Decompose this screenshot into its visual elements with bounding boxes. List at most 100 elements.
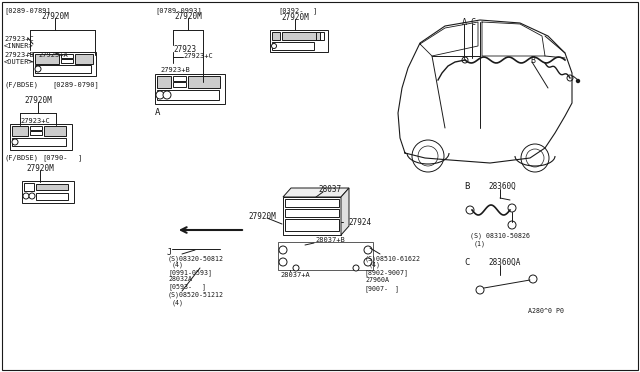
Text: 27920M: 27920M (174, 12, 202, 21)
Bar (272, 42, 314, 50)
Text: J: J (167, 248, 172, 257)
Text: 27923+B: 27923+B (160, 67, 189, 73)
Text: 28037: 28037 (318, 185, 341, 194)
Text: (1): (1) (474, 240, 486, 247)
Bar (12, 126, 28, 136)
Text: A280^0 P0: A280^0 P0 (528, 308, 564, 314)
Circle shape (163, 91, 171, 99)
Text: (S) 08310-50826: (S) 08310-50826 (470, 232, 530, 238)
Text: [0790-: [0790- (42, 154, 67, 161)
Bar (157, 90, 219, 100)
Bar (173, 82, 186, 87)
Circle shape (364, 246, 372, 254)
Text: C: C (464, 258, 469, 267)
Bar (61, 59, 73, 63)
Bar (285, 199, 339, 207)
Bar (173, 76, 186, 81)
Text: 27923+C: 27923+C (4, 36, 34, 42)
Bar (316, 32, 324, 40)
Text: (S)08320-50812: (S)08320-50812 (168, 255, 224, 262)
Text: B: B (464, 182, 469, 191)
Text: (S)08520-51212: (S)08520-51212 (168, 292, 224, 298)
Bar (278, 242, 373, 270)
Bar (10, 124, 72, 150)
Text: 27923+A: 27923+A (38, 52, 68, 58)
Text: [9007-: [9007- (365, 285, 389, 292)
Bar (285, 209, 339, 217)
Text: [0593-: [0593- (168, 283, 192, 290)
Text: [0789-0993]: [0789-0993] (155, 7, 202, 14)
Text: 28360QA: 28360QA (488, 258, 520, 267)
Circle shape (364, 258, 372, 266)
Circle shape (23, 193, 29, 199)
Circle shape (29, 193, 35, 199)
Text: 27923: 27923 (173, 45, 196, 54)
Text: 28032A: 28032A (168, 276, 192, 282)
Bar (33, 52, 96, 76)
Text: (F/BDSE): (F/BDSE) (4, 81, 38, 87)
Text: [0991-0593]: [0991-0593] (168, 269, 212, 276)
Text: B: B (530, 56, 535, 65)
Bar (272, 32, 280, 40)
Circle shape (567, 75, 573, 81)
Bar (75, 54, 93, 64)
Text: 27923+C: 27923+C (20, 118, 50, 124)
Text: [0392-: [0392- (278, 7, 303, 14)
Text: (F/BDSE): (F/BDSE) (4, 154, 38, 160)
Text: A: A (155, 108, 161, 117)
Bar (36, 193, 68, 200)
Text: (4): (4) (172, 299, 184, 305)
Text: 28360Q: 28360Q (488, 182, 516, 191)
Text: 27920M: 27920M (41, 12, 69, 21)
Bar (61, 54, 73, 58)
Bar (283, 197, 341, 235)
Text: (S)08510-61622: (S)08510-61622 (365, 255, 421, 262)
Text: <INNER>: <INNER> (4, 43, 34, 49)
Bar (35, 54, 59, 64)
Text: 27920M: 27920M (26, 164, 54, 173)
Circle shape (353, 265, 359, 271)
Text: <OUTER>: <OUTER> (4, 59, 34, 65)
Bar (44, 126, 66, 136)
Text: 27923+B: 27923+B (4, 52, 34, 58)
Text: ]: ] (313, 7, 317, 14)
Text: 28037+A: 28037+A (280, 272, 310, 278)
Text: 27920M: 27920M (248, 212, 276, 221)
Bar (282, 32, 320, 40)
Text: 27924: 27924 (348, 218, 371, 227)
Bar (188, 76, 220, 88)
Circle shape (508, 204, 516, 212)
Text: [0289-0790]: [0289-0790] (52, 81, 99, 88)
Bar (24, 183, 34, 191)
Circle shape (279, 258, 287, 266)
Circle shape (529, 275, 537, 283)
Text: [8902-9007]: [8902-9007] (365, 269, 409, 276)
Text: (4): (4) (369, 262, 381, 269)
Bar (36, 184, 68, 190)
Text: (4): (4) (172, 262, 184, 269)
Text: 27920M: 27920M (24, 96, 52, 105)
Text: ]: ] (78, 154, 83, 161)
Text: A: A (462, 18, 467, 27)
Bar (12, 138, 66, 146)
Bar (22, 181, 74, 203)
Text: 27923+C: 27923+C (183, 53, 212, 59)
Circle shape (12, 139, 18, 145)
Bar (30, 126, 42, 130)
Text: [0289-0789]: [0289-0789] (4, 7, 51, 14)
Text: ]: ] (395, 285, 399, 292)
Polygon shape (283, 188, 349, 197)
Polygon shape (341, 188, 349, 235)
Text: 27920M: 27920M (281, 13, 309, 22)
Circle shape (577, 80, 579, 83)
Circle shape (156, 91, 164, 99)
Text: ]: ] (202, 283, 206, 290)
Circle shape (279, 246, 287, 254)
Bar (285, 219, 339, 231)
Bar (155, 74, 225, 104)
Circle shape (508, 221, 516, 229)
Circle shape (35, 66, 41, 72)
Bar (270, 30, 328, 52)
Bar (30, 131, 42, 135)
Circle shape (293, 265, 299, 271)
